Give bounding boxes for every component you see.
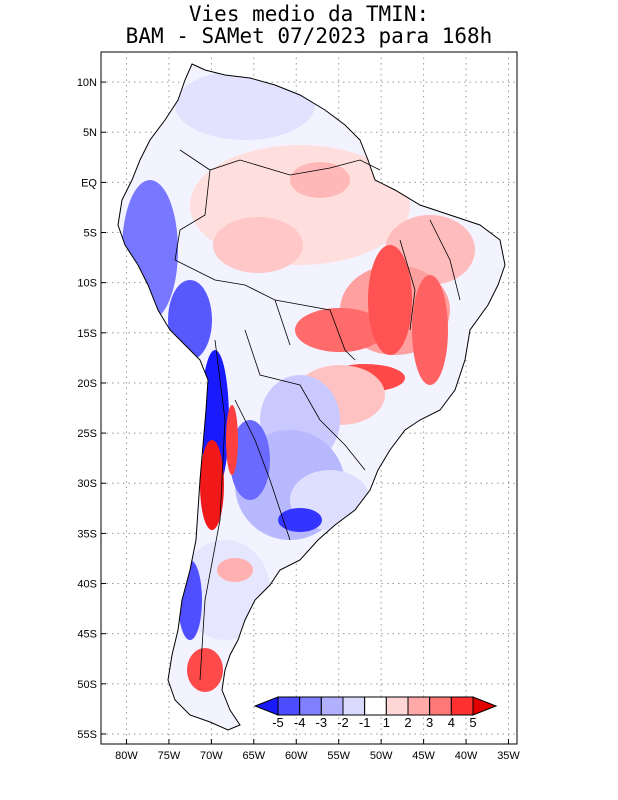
x-tick-label: 70W — [200, 750, 223, 762]
border-bolivia — [274, 299, 356, 361]
colorbar-segment — [277, 696, 301, 716]
coastline — [117, 63, 506, 731]
bias-patch-chile-central — [200, 440, 224, 530]
y-tick-label: 30S — [77, 478, 97, 490]
bias-patch-tocantins — [368, 245, 412, 355]
colorbar-segment — [450, 696, 474, 716]
bias-patch-amazon-north — [290, 162, 350, 198]
x-tick-label: 40W — [455, 750, 478, 762]
y-tick-label: 25S — [77, 428, 97, 440]
border-colombia — [174, 169, 211, 261]
colorbar-label: 2 — [404, 715, 411, 730]
colorbar: -5 -4 -3 -2 -1 1 2 3 4 5 — [253, 696, 498, 730]
colorbar-label: -2 — [337, 715, 349, 730]
y-tick-label: 15S — [77, 328, 97, 340]
bias-patch-santa-cruz — [187, 648, 223, 692]
bias-patch-amazon-core — [213, 217, 303, 273]
colorbar-label: 5 — [469, 715, 476, 730]
colorbar-label: -4 — [294, 715, 306, 730]
y-tick-label: 45S — [77, 629, 97, 641]
border-peru-brazil — [174, 259, 291, 346]
y-tick-label: 10S — [77, 278, 97, 290]
y-tick-label: 55S — [77, 729, 97, 741]
colorbar-label: 1 — [383, 715, 390, 730]
colorbar-label: 3 — [426, 715, 433, 730]
border-uruguay — [319, 419, 366, 471]
bias-patch-mato-grosso — [295, 308, 385, 352]
bias-patch-bahia — [412, 275, 448, 385]
country-borders — [174, 149, 461, 681]
bias-patch-andes-east — [230, 420, 270, 500]
colorbar-label: -1 — [359, 715, 371, 730]
map-title-line1: Vies medio da TMIN: — [188, 2, 430, 26]
border-state-1 — [399, 239, 416, 331]
colorbar-segment — [364, 696, 387, 716]
y-tick-label: 35S — [77, 528, 97, 540]
y-tick-label: EQ — [81, 177, 97, 189]
map-title-line2: BAM - SAMet 07/2023 para 168h — [125, 24, 493, 48]
x-tick-label: 65W — [243, 750, 266, 762]
x-tick-label: 60W — [285, 750, 308, 762]
colorbar-segment — [320, 696, 344, 716]
colorbar-segment — [407, 696, 431, 716]
border-argentina — [234, 399, 291, 541]
x-tick-label: 80W — [115, 750, 138, 762]
y-tick-label: 20S — [77, 378, 97, 390]
border-chile-argentina — [199, 339, 226, 681]
colorbar-segment — [342, 696, 366, 716]
x-tick-label: 75W — [158, 750, 181, 762]
colorbar-segment — [385, 696, 409, 716]
latitude-axis: 10N 5N EQ 5S 10S 15S 20S 25S 30S 35S 40S 45S 50S 55S — [77, 77, 106, 741]
x-tick-label: 35W — [497, 750, 520, 762]
y-tick-label: 5S — [84, 228, 97, 240]
longitude-axis: 80W 75W 70W 65W 60W 55W 50W 45W 40W 35W — [115, 739, 520, 762]
x-tick-label: 45W — [412, 750, 435, 762]
x-tick-label: 50W — [370, 750, 393, 762]
colorbar-label: -3 — [316, 715, 328, 730]
x-tick-label: 55W — [327, 750, 350, 762]
colorbar-label: -5 — [272, 715, 284, 730]
colorbar-arrow-right — [472, 696, 498, 716]
bias-patch-andes-red — [226, 405, 238, 475]
colorbar-segment — [299, 696, 322, 716]
border-state-2 — [429, 219, 461, 301]
y-tick-label: 40S — [77, 579, 97, 591]
colorbar-segment — [429, 696, 452, 716]
bias-patch-rio-negro — [217, 558, 253, 582]
y-tick-label: 5N — [83, 127, 97, 139]
bias-patch-buenos-aires — [278, 508, 322, 532]
y-tick-label: 10N — [77, 77, 97, 89]
border-paraguay — [244, 329, 321, 421]
colorbar-label: 4 — [448, 715, 455, 730]
y-tick-label: 50S — [77, 679, 97, 691]
